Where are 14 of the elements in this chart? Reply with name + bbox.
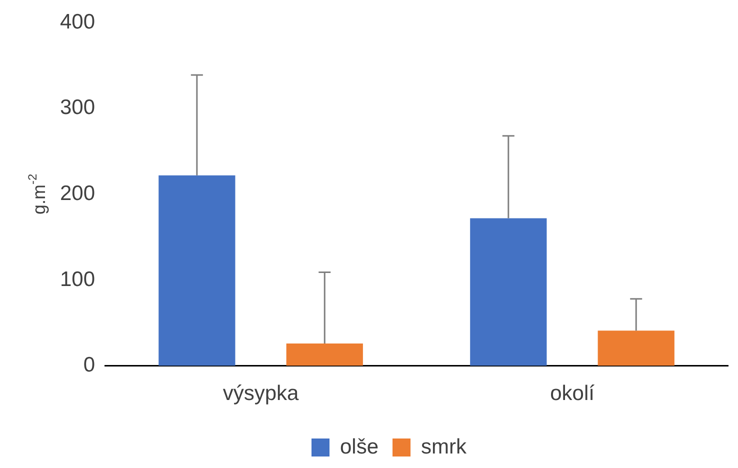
y-tick-label: 400 <box>60 10 96 34</box>
bar <box>286 343 363 366</box>
y-tick-label: 0 <box>83 354 96 377</box>
y-tick-label: 100 <box>60 268 96 291</box>
y-axis-title: g.m-2 <box>25 174 49 215</box>
y-tick-label: 200 <box>60 182 96 205</box>
bar <box>470 218 547 366</box>
x-tick-label: výsypka <box>222 382 300 406</box>
y-tick-label: 300 <box>60 96 96 120</box>
bar <box>158 175 236 366</box>
legend-label: smrk <box>421 435 468 458</box>
x-tick-label: okolí <box>550 382 595 406</box>
legend-label: olše <box>340 435 379 458</box>
bar <box>598 330 674 366</box>
